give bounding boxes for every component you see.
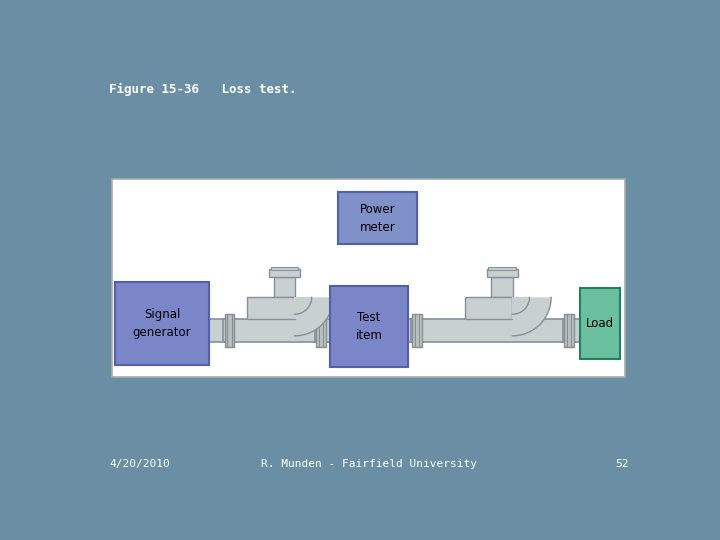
Bar [274, 276, 295, 298]
Text: Signal
generator: Signal generator [132, 308, 192, 339]
Bar [210, 319, 235, 342]
Bar [223, 319, 327, 342]
Bar [114, 282, 210, 365]
Bar [564, 314, 574, 347]
Text: 52: 52 [615, 459, 629, 469]
Bar [411, 319, 575, 342]
Bar [580, 288, 620, 359]
Wedge shape [513, 298, 551, 336]
Wedge shape [294, 298, 312, 314]
Bar [271, 267, 299, 269]
Bar [487, 269, 518, 276]
Bar [225, 314, 234, 347]
Bar [112, 179, 625, 377]
Bar [338, 192, 417, 244]
Bar [413, 314, 422, 347]
Text: Load: Load [586, 317, 614, 330]
Wedge shape [513, 298, 529, 314]
Bar [294, 298, 312, 319]
Bar [330, 286, 408, 367]
Bar [248, 298, 294, 319]
Text: 4/20/2010: 4/20/2010 [109, 459, 170, 469]
Bar [465, 298, 513, 319]
Wedge shape [294, 298, 333, 336]
Bar [315, 319, 330, 342]
Bar [269, 269, 300, 276]
Bar [488, 267, 516, 269]
Text: Figure 15-36   Loss test.: Figure 15-36 Loss test. [109, 83, 297, 96]
Bar [492, 276, 513, 298]
Bar [316, 314, 325, 347]
Bar [512, 298, 529, 319]
Text: Test
item: Test item [356, 311, 382, 342]
Text: R. Munden - Fairfield University: R. Munden - Fairfield University [261, 459, 477, 469]
Bar [563, 319, 580, 342]
Bar [408, 319, 423, 342]
Text: Power
meter: Power meter [360, 202, 395, 233]
